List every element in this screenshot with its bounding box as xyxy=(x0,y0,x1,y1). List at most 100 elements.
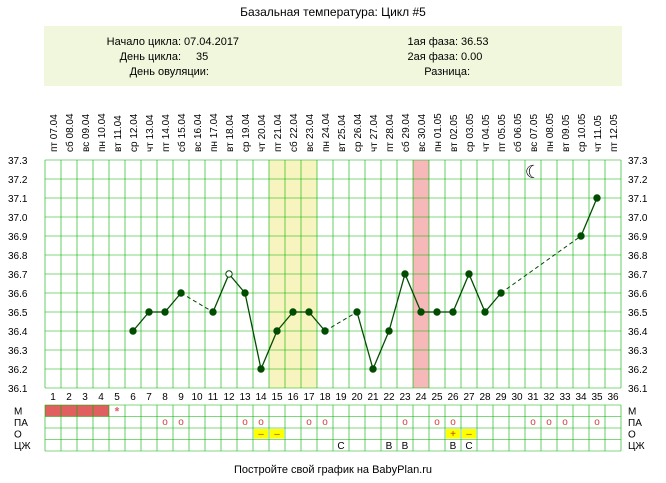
day-number-label: 15 xyxy=(271,392,283,403)
line-segment xyxy=(164,292,182,313)
cm-mark: С xyxy=(465,441,472,452)
pa-mark: о xyxy=(434,417,440,428)
y-tick-label-left: 37.1 xyxy=(8,194,28,205)
cycle-day-label: День цикла: xyxy=(120,51,181,63)
y-tick-label-left: 36.5 xyxy=(8,308,28,319)
date-label: чт 04.05 xyxy=(481,114,492,152)
o-mark-cell xyxy=(446,429,460,439)
plot-area: 36.1 36.1 36.2 36.2 36.3 36.3 36.4 36.4 36.5 36.5… xyxy=(8,113,648,403)
o-mark: + xyxy=(450,429,456,440)
o-mark: – xyxy=(258,429,264,440)
phase2-label: 2ая фаза: xyxy=(407,51,458,63)
pa-mark: о xyxy=(594,417,600,428)
cycle-start-label: Начало цикла: xyxy=(107,36,181,48)
date-label: вт 25.04 xyxy=(337,114,348,152)
day-number-label: 19 xyxy=(335,392,347,403)
data-point xyxy=(401,270,409,278)
line-segment xyxy=(372,330,390,370)
data-point xyxy=(385,327,393,335)
pa-mark: о xyxy=(530,417,536,428)
cm-mark: С xyxy=(337,441,344,452)
phase1-label: 1ая фаза: xyxy=(407,36,458,48)
date-label: пн 01.05 xyxy=(433,113,444,152)
day-number-label: 32 xyxy=(543,392,555,403)
day-number-label: 20 xyxy=(351,392,363,403)
day-number-label: 28 xyxy=(479,392,491,403)
day-number-label: 2 xyxy=(66,392,72,403)
y-tick-label-right: 36.9 xyxy=(628,232,648,243)
day-number-label: 29 xyxy=(495,392,507,403)
pa-mark: о xyxy=(178,417,184,428)
line-segment xyxy=(228,273,246,294)
day-number-label: 34 xyxy=(575,392,587,403)
date-label: пн 08.05 xyxy=(545,113,556,152)
data-point xyxy=(369,365,377,373)
day-number-label: 10 xyxy=(191,392,203,403)
day-number-label: 31 xyxy=(527,392,539,403)
date-label: сб 29.04 xyxy=(400,113,412,152)
difference-label: Разница: xyxy=(424,66,470,78)
day-number-label: 18 xyxy=(319,392,331,403)
date-label: ср 26.04 xyxy=(353,113,364,152)
phase2-value: 0.00 xyxy=(461,51,482,63)
day-number-label: 26 xyxy=(447,392,459,403)
line-segment xyxy=(356,311,374,370)
date-label: пт 28.04 xyxy=(385,114,396,152)
date-label: пт 21.04 xyxy=(273,114,284,152)
chart-title: Базальная температура: Цикл #5 xyxy=(240,5,426,19)
y-tick-label-left: 36.8 xyxy=(8,251,28,262)
data-point xyxy=(241,289,249,297)
y-tick-label-left: 36.3 xyxy=(8,346,28,357)
y-tick-label-right: 36.6 xyxy=(628,289,648,300)
y-tick-label-right: 36.7 xyxy=(628,270,648,281)
data-point xyxy=(209,308,217,316)
o-mark-cell xyxy=(254,429,268,439)
data-point xyxy=(257,365,265,373)
date-label: чт 13.04 xyxy=(145,114,156,152)
day-number-label: 25 xyxy=(431,392,443,403)
cm-mark: В xyxy=(386,441,393,452)
data-point xyxy=(417,308,425,316)
date-label: чт 27.04 xyxy=(369,114,380,152)
row-label-left: ПА xyxy=(14,418,28,429)
day-number-label: 8 xyxy=(162,392,168,403)
row-label-left: О xyxy=(14,430,22,441)
data-point xyxy=(577,232,585,240)
data-point xyxy=(273,327,281,335)
day-number-label: 11 xyxy=(208,392,219,403)
date-label: сб 08.04 xyxy=(64,113,76,152)
data-point xyxy=(497,289,505,297)
line-segment xyxy=(260,330,278,370)
dashed-segment xyxy=(324,311,358,332)
date-label: пн 10.04 xyxy=(97,113,108,152)
o-mark: – xyxy=(466,429,472,440)
y-tick-label-left: 36.2 xyxy=(8,365,28,376)
line-segment xyxy=(452,273,470,313)
cycle-start-value: 07.04.2017 xyxy=(184,36,239,48)
y-tick-label-left: 37.2 xyxy=(8,175,28,186)
day-number-label: 13 xyxy=(239,392,251,403)
dashed-segment xyxy=(500,235,582,294)
y-tick-label-left: 36.7 xyxy=(8,270,28,281)
day-number-label: 5 xyxy=(114,392,120,403)
cycle-day-value: 35 xyxy=(196,51,208,63)
o-mark: – xyxy=(274,429,280,440)
date-label: пт 05.05 xyxy=(497,114,508,152)
day-number-label: 14 xyxy=(255,392,267,403)
row-label-right: ПА xyxy=(628,418,642,429)
data-point xyxy=(481,308,489,316)
date-label: ср 03.05 xyxy=(465,113,476,152)
data-point xyxy=(321,327,329,335)
date-label: вс 23.04 xyxy=(305,114,316,152)
footer-link[interactable]: Постройте свой график на BabyPlan.ru xyxy=(234,464,432,476)
y-tick-label-right: 36.8 xyxy=(628,251,648,262)
date-label: вс 30.04 xyxy=(417,114,428,152)
line-segment xyxy=(308,311,326,332)
date-label: ср 12.04 xyxy=(129,113,140,152)
line-segment xyxy=(276,311,294,332)
day-number-label: 33 xyxy=(559,392,571,403)
date-label: чт 20.04 xyxy=(257,114,268,152)
day-number-label: 3 xyxy=(82,392,88,403)
pa-mark: о xyxy=(450,417,456,428)
